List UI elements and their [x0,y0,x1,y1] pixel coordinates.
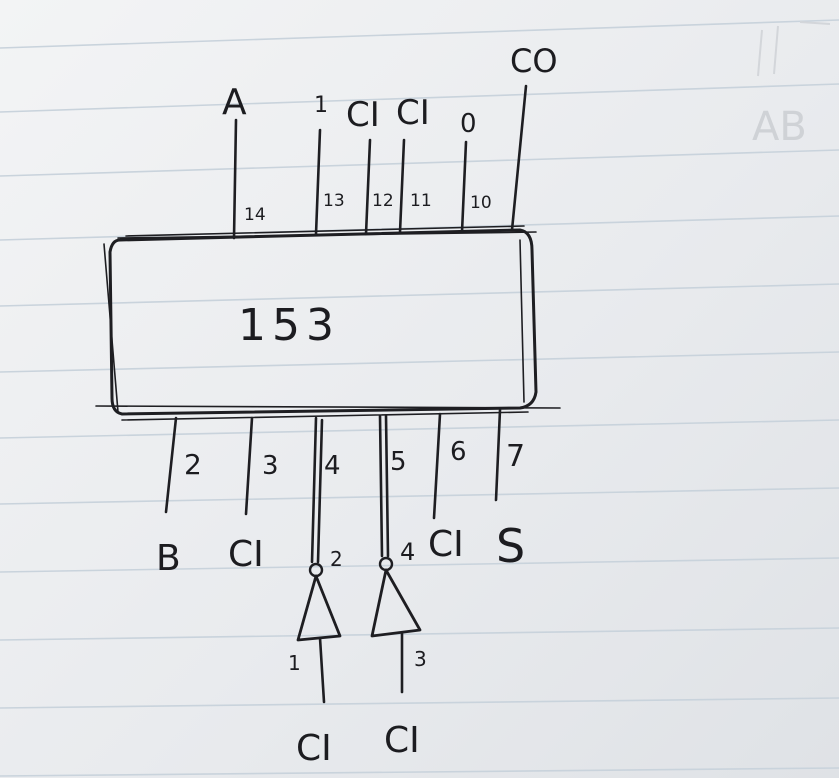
bottom-pin-number-4: 4 [324,451,341,481]
top-signal-a: A [222,82,247,123]
inverter-2-input-signal: CI [384,720,420,761]
top-signal-ci-12: CI [346,95,380,135]
top-pin-number-10: 10 [470,193,492,213]
bottom-signal-ci-6: CI [428,524,464,565]
top-pin-leads [232,84,528,240]
bottom-pin-number-7: 7 [506,439,525,474]
chip-label: 153 [238,300,340,351]
top-signal-zero: 0 [460,109,477,139]
bottom-signal-s: S [496,519,525,573]
inverter-1-input-pin: 1 [288,651,301,675]
inverter-2 [370,556,422,694]
bottom-signal-b: B [156,538,181,579]
bottom-signal-ci-3: CI [228,534,264,575]
bottom-pin-number-3: 3 [262,451,279,481]
inverter-1-output-pin: 2 [330,547,343,571]
ruled-lines [0,19,839,777]
top-pin-number-14: 14 [244,205,266,225]
background-ghost-text: AB [752,104,807,150]
top-pin-number-11: 11 [410,191,432,211]
bottom-pin-number-5: 5 [390,447,407,477]
inverter-2-input-pin: 3 [414,647,427,671]
inverter-2-output-pin: 4 [400,538,415,566]
bottom-pin-leads [164,408,502,564]
top-signal-co: CO [510,42,558,80]
bottom-pin-number-6: 6 [450,437,467,467]
background-ghost-strokes [757,21,831,77]
top-pin-number-13: 13 [323,191,345,211]
bottom-pin-number-2: 2 [184,448,202,481]
top-pin-number-12: 12 [372,191,394,211]
top-signal-ci-11: CI [396,93,430,133]
top-signal-one: 1 [314,93,328,118]
inverter-1 [296,562,342,704]
inverter-1-input-signal: CI [296,728,332,769]
chip-body [95,225,561,421]
